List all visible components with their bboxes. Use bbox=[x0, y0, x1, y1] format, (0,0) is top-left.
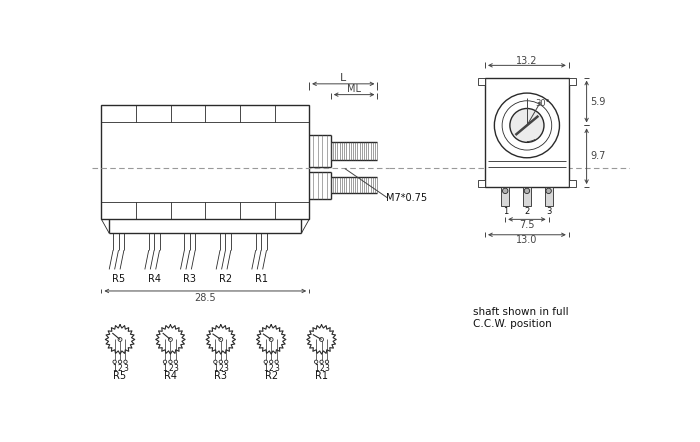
Text: 2: 2 bbox=[218, 364, 223, 373]
Bar bbox=[545, 187, 552, 206]
Circle shape bbox=[326, 360, 329, 363]
Text: 1: 1 bbox=[162, 364, 167, 373]
Text: 2: 2 bbox=[168, 364, 173, 373]
Circle shape bbox=[124, 360, 127, 363]
Text: L: L bbox=[340, 72, 346, 83]
Bar bbox=[523, 187, 531, 206]
Text: shaft shown in full: shaft shown in full bbox=[473, 307, 568, 317]
Circle shape bbox=[320, 338, 323, 341]
Bar bbox=[501, 187, 509, 206]
Polygon shape bbox=[206, 325, 235, 354]
Text: 3: 3 bbox=[174, 364, 178, 373]
Text: R1: R1 bbox=[255, 274, 267, 284]
Circle shape bbox=[270, 338, 273, 341]
Text: C.C.W. position: C.C.W. position bbox=[473, 320, 552, 329]
Text: R5: R5 bbox=[112, 274, 125, 284]
Circle shape bbox=[320, 360, 323, 363]
Circle shape bbox=[314, 360, 318, 363]
Text: 7.5: 7.5 bbox=[519, 220, 535, 230]
Circle shape bbox=[219, 360, 223, 363]
Circle shape bbox=[225, 360, 228, 363]
Polygon shape bbox=[155, 325, 185, 354]
Text: R4: R4 bbox=[148, 274, 161, 284]
Circle shape bbox=[546, 188, 552, 194]
Text: R2: R2 bbox=[265, 371, 278, 381]
Bar bbox=[569, 78, 576, 84]
Text: 13.2: 13.2 bbox=[516, 56, 538, 66]
Circle shape bbox=[270, 360, 273, 363]
Bar bbox=[102, 105, 309, 219]
Polygon shape bbox=[307, 325, 336, 354]
Text: 1: 1 bbox=[314, 364, 318, 373]
Text: R2: R2 bbox=[219, 274, 232, 284]
Text: 3: 3 bbox=[325, 364, 330, 373]
Circle shape bbox=[163, 360, 167, 363]
Text: 1: 1 bbox=[503, 207, 508, 216]
Circle shape bbox=[510, 108, 544, 142]
Polygon shape bbox=[256, 325, 286, 354]
Text: ML: ML bbox=[347, 84, 361, 94]
Text: 5.9: 5.9 bbox=[591, 96, 606, 107]
Text: 2: 2 bbox=[269, 364, 274, 373]
Circle shape bbox=[169, 338, 172, 341]
Circle shape bbox=[118, 360, 122, 363]
Bar bbox=[569, 180, 576, 187]
Text: 13.0: 13.0 bbox=[516, 235, 538, 245]
Bar bbox=[478, 180, 485, 187]
Bar bbox=[485, 78, 569, 187]
Text: 1: 1 bbox=[213, 364, 218, 373]
Circle shape bbox=[118, 338, 122, 341]
Bar bbox=[478, 78, 485, 84]
Text: R1: R1 bbox=[315, 371, 328, 381]
Circle shape bbox=[214, 360, 217, 363]
Text: R5: R5 bbox=[113, 371, 127, 381]
Text: 30°: 30° bbox=[535, 99, 550, 108]
Text: R3: R3 bbox=[214, 371, 228, 381]
Text: 2: 2 bbox=[524, 207, 529, 216]
Circle shape bbox=[169, 360, 172, 363]
Circle shape bbox=[275, 360, 279, 363]
Text: 2: 2 bbox=[319, 364, 324, 373]
Text: 3: 3 bbox=[274, 364, 279, 373]
Circle shape bbox=[174, 360, 178, 363]
Circle shape bbox=[503, 188, 508, 194]
Circle shape bbox=[264, 360, 267, 363]
Text: 3: 3 bbox=[546, 207, 552, 216]
Text: 3: 3 bbox=[123, 364, 128, 373]
Text: R4: R4 bbox=[164, 371, 177, 381]
Text: M7*0.75: M7*0.75 bbox=[386, 193, 428, 203]
Circle shape bbox=[524, 188, 530, 194]
Text: 28.5: 28.5 bbox=[195, 293, 216, 303]
Text: 3: 3 bbox=[224, 364, 229, 373]
Polygon shape bbox=[105, 325, 135, 354]
Text: 2: 2 bbox=[118, 364, 122, 373]
Circle shape bbox=[219, 338, 223, 341]
Text: 1: 1 bbox=[263, 364, 268, 373]
Text: 9.7: 9.7 bbox=[591, 151, 606, 161]
Text: 1: 1 bbox=[112, 364, 117, 373]
Circle shape bbox=[113, 360, 116, 363]
Text: R3: R3 bbox=[183, 274, 196, 284]
